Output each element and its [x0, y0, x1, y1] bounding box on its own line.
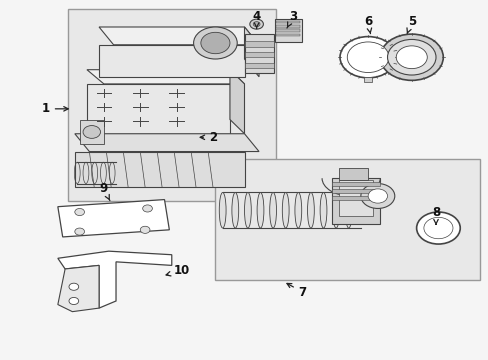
- Circle shape: [395, 46, 427, 69]
- Ellipse shape: [320, 193, 326, 228]
- Ellipse shape: [345, 193, 351, 228]
- Bar: [244, 52, 273, 57]
- Bar: [276, 34, 300, 36]
- Circle shape: [69, 297, 79, 305]
- Bar: [331, 178, 380, 225]
- Text: 10: 10: [166, 264, 189, 277]
- Bar: [338, 180, 372, 216]
- Text: 2: 2: [200, 131, 217, 144]
- Ellipse shape: [231, 193, 238, 228]
- Bar: [331, 189, 380, 193]
- Bar: [276, 30, 300, 32]
- Bar: [331, 182, 380, 186]
- Circle shape: [367, 189, 386, 203]
- Ellipse shape: [294, 193, 301, 228]
- Ellipse shape: [244, 193, 251, 228]
- Polygon shape: [229, 70, 244, 134]
- Polygon shape: [58, 265, 99, 312]
- Bar: [67, 9, 275, 201]
- Circle shape: [142, 205, 152, 212]
- Bar: [244, 63, 273, 68]
- Polygon shape: [99, 27, 259, 45]
- Polygon shape: [87, 70, 244, 84]
- Ellipse shape: [269, 193, 276, 228]
- Circle shape: [249, 19, 263, 29]
- Polygon shape: [244, 27, 259, 77]
- Bar: [99, 45, 244, 77]
- Circle shape: [140, 226, 150, 233]
- Ellipse shape: [332, 193, 339, 228]
- Polygon shape: [244, 34, 273, 73]
- Circle shape: [380, 34, 443, 80]
- Ellipse shape: [219, 193, 225, 228]
- Circle shape: [83, 126, 101, 138]
- Text: 7: 7: [286, 283, 306, 298]
- Circle shape: [253, 22, 260, 27]
- Bar: [80, 120, 103, 144]
- Circle shape: [416, 212, 459, 244]
- Bar: [276, 25, 300, 28]
- Circle shape: [69, 283, 79, 290]
- Text: 8: 8: [431, 206, 439, 224]
- Circle shape: [75, 228, 84, 235]
- Text: 6: 6: [363, 15, 371, 34]
- Text: 5: 5: [406, 15, 415, 33]
- Circle shape: [423, 217, 452, 239]
- Circle shape: [346, 42, 388, 72]
- Bar: [364, 77, 371, 82]
- Ellipse shape: [282, 193, 288, 228]
- Text: 9: 9: [100, 183, 110, 201]
- Circle shape: [75, 208, 84, 216]
- Circle shape: [201, 32, 229, 54]
- Bar: [75, 152, 244, 187]
- Circle shape: [193, 27, 237, 59]
- Text: 4: 4: [252, 10, 260, 28]
- Bar: [274, 19, 301, 42]
- Circle shape: [386, 40, 435, 75]
- Ellipse shape: [307, 193, 314, 228]
- Ellipse shape: [257, 193, 264, 228]
- Bar: [215, 159, 479, 280]
- Bar: [87, 84, 229, 134]
- Bar: [331, 196, 380, 200]
- Polygon shape: [75, 134, 259, 152]
- Bar: [276, 21, 300, 23]
- Polygon shape: [58, 199, 169, 237]
- Circle shape: [339, 37, 395, 78]
- Circle shape: [360, 184, 394, 208]
- Text: 3: 3: [286, 10, 296, 28]
- Bar: [244, 41, 273, 46]
- Bar: [338, 167, 367, 180]
- Text: 1: 1: [41, 102, 68, 115]
- Polygon shape: [58, 251, 171, 308]
